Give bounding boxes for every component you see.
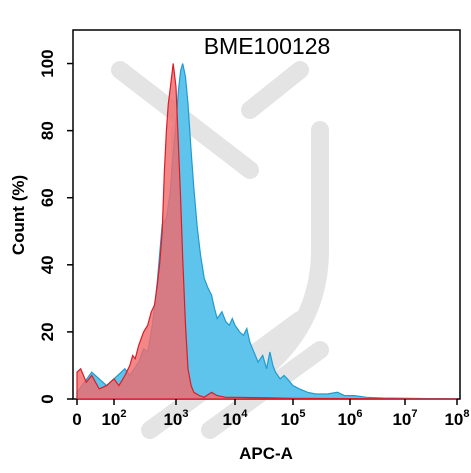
x-tick-label: 108 [444, 408, 469, 429]
y-tick-label: 20 [38, 322, 57, 341]
y-tick-label: 100 [38, 49, 57, 77]
x-tick-label: 103 [163, 408, 188, 429]
y-tick-label: 0 [38, 394, 57, 403]
x-tick-label: 107 [392, 408, 417, 429]
x-tick-label: 102 [101, 408, 126, 429]
y-tick-label: 40 [38, 255, 57, 274]
x-axis: 0 102 103 104 105 106 107 108 [72, 399, 470, 429]
x-tick-label: 106 [337, 408, 362, 429]
y-tick-label: 60 [38, 188, 57, 207]
y-tick-label: 80 [38, 121, 57, 140]
x-tick-label: 105 [280, 408, 305, 429]
y-axis-title: Count (%) [9, 175, 28, 255]
x-tick-label: 104 [222, 408, 248, 429]
chart-title: BME100128 [204, 33, 331, 59]
series-layer [76, 63, 458, 400]
y-axis: 0 20 40 60 80 100 [38, 49, 73, 404]
series-2-area [76, 63, 458, 400]
x-tick-label: 0 [72, 410, 81, 429]
x-axis-title: APC-A [239, 444, 293, 463]
